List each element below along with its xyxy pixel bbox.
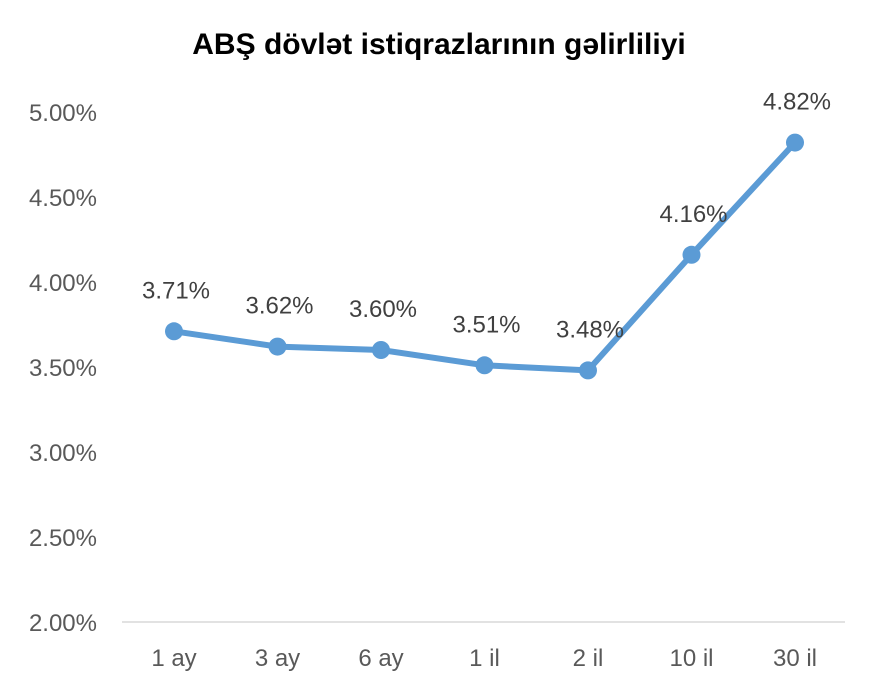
data-point [165,322,183,341]
data-labels-group: 3.71% 3.62% 3.60% 3.51% 3.48% 4.16% 4.82% [142,89,831,344]
y-tick-label: 4.50% [29,185,97,212]
y-tick-label: 2.50% [29,525,97,552]
x-tick-label: 6 ay [358,645,403,672]
y-tick-label: 5.00% [29,100,97,127]
x-tick-label: 30 il [773,645,817,672]
y-tick-label: 3.50% [29,355,97,382]
data-label: 3.71% [142,277,210,304]
data-label: 3.62% [245,293,313,320]
series-group [165,133,804,380]
data-point [682,245,701,264]
y-axis: 2.00% 2.50% 3.00% 3.50% 4.00% 4.50% 5.00% [29,100,97,637]
data-label: 3.48% [556,316,624,343]
x-tick-label: 1 il [469,645,500,672]
y-tick-label: 2.00% [29,610,97,637]
data-point [475,356,494,375]
chart-title: ABŞ dövlət istiqrazlarının gəlirliliyi [192,28,685,61]
data-label: 4.16% [659,201,727,228]
x-tick-label: 1 ay [151,645,196,672]
data-point [579,361,597,380]
data-point [786,133,804,152]
data-label: 4.82% [763,89,831,116]
data-point [268,337,287,356]
data-label: 3.51% [452,311,520,338]
data-label: 3.60% [349,296,417,323]
x-tick-label: 2 il [573,645,604,672]
y-tick-label: 4.00% [29,270,97,297]
x-tick-label: 10 il [669,645,713,672]
y-tick-label: 3.00% [29,440,97,467]
data-point [372,341,390,359]
x-tick-label: 3 ay [255,645,300,672]
x-axis: 1 ay 3 ay 6 ay 1 il 2 il 10 il 30 il [151,645,817,672]
